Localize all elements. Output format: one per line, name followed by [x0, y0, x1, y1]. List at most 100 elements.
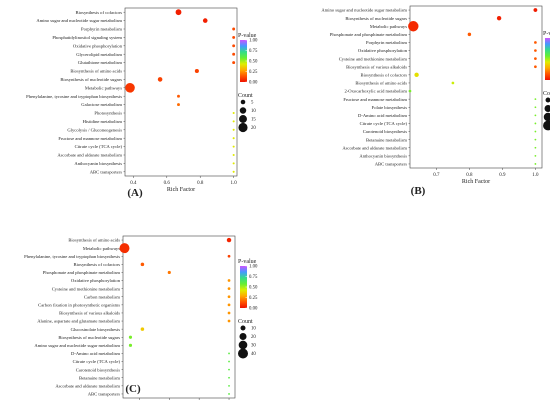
data-point [451, 81, 455, 85]
category-label: Porphyrin metabolism [366, 40, 407, 45]
count-legend-dot [545, 97, 550, 103]
category-label: Amino sugar and nucleotide sugar metabol… [34, 343, 120, 348]
data-point [119, 243, 130, 254]
category-label: Phenylalanine, tyrosine and tryptophan b… [26, 94, 122, 100]
count-legend-label: 10 [251, 109, 256, 114]
plot-frame [409, 5, 543, 169]
data-point [128, 335, 133, 339]
x-tick-label: 1.0 [231, 181, 238, 186]
category-label: Ascorbate and aldarate metabolism [55, 383, 120, 388]
data-point [534, 130, 537, 133]
data-point [232, 128, 235, 131]
data-point [414, 72, 419, 78]
data-point [534, 106, 537, 109]
pvalue-colorbar [240, 40, 247, 82]
x-tick-label: 0.7 [433, 173, 440, 178]
category-label: Folate biosynthesis [372, 105, 408, 110]
category-label: Metabolic pathways [83, 246, 120, 251]
count-legend-title: Count [543, 91, 550, 97]
category-label: Phosphatidylinositol signaling system [52, 35, 122, 40]
category-label: Carotenoid biosynthesis [76, 367, 120, 372]
category-label: Galactose metabolism [81, 102, 122, 107]
data-point [228, 384, 230, 387]
data-point [534, 163, 537, 165]
category-label: Oxidative phosphorylation [358, 48, 408, 53]
data-point [227, 311, 231, 315]
category-label: Biosynthesis of amino acids [68, 238, 120, 243]
count-legend-dot [240, 325, 246, 331]
category-label: Ascorbate and aldarate metabolism [57, 153, 122, 158]
data-point [227, 287, 231, 291]
data-point [177, 94, 180, 98]
data-point [227, 295, 231, 299]
data-point [534, 114, 537, 117]
count-legend-dot [238, 340, 248, 350]
category-label: Biosynthesis of amino acids [70, 69, 122, 74]
category-label: Phosphonate and phosphinate metabolism [43, 270, 121, 275]
category-label: ABC transporters [88, 392, 120, 397]
data-point [228, 368, 230, 371]
panel-b: Amino sugar and nucleotide sugar metabol… [321, 5, 550, 197]
data-point [228, 376, 230, 379]
category-label: Carotenoid biosynthesis [363, 129, 407, 134]
data-point [194, 68, 199, 74]
data-point [226, 237, 232, 243]
data-point [534, 146, 537, 149]
category-label: Histidine metabolism [83, 119, 123, 124]
category-label: Glycerolipid metabolism [76, 52, 122, 57]
colorbar-tick-label: 0.50 [249, 60, 258, 65]
category-label: Anthocyanin biosynthesis [359, 153, 407, 158]
colorbar-tick-label: 0.50 [249, 286, 258, 291]
x-tick-label: 0.6 [164, 181, 171, 186]
category-label: D-Amino acid metabolism [71, 351, 120, 356]
data-point [534, 49, 537, 52]
colorbar-tick-label: 1.00 [249, 39, 258, 44]
data-point [232, 145, 235, 148]
count-legend-dot [544, 105, 550, 112]
data-point [534, 138, 537, 141]
x-axis-label: Rich Factor [462, 179, 490, 185]
category-label: Amino sugar and nucleotide sugar metabol… [36, 18, 122, 23]
data-point [157, 77, 163, 82]
colorbar-tick-label: 0.25 [249, 296, 258, 301]
data-point [140, 262, 145, 267]
category-label: Glutathione metabolism [78, 60, 123, 65]
category-label: Biosynthesis of various alkaloids [59, 311, 120, 316]
category-label: Phenylalanine, tyrosine and tryptophan b… [24, 254, 120, 260]
category-label: Biosynthesis of various alkaloids [346, 64, 407, 69]
data-point [125, 83, 135, 93]
data-point [227, 279, 231, 282]
category-label: Oxidative phosphorylation [73, 43, 123, 48]
category-label: Metabolic pathways [85, 85, 122, 90]
category-label: Cysteine and methionine metabolism [339, 56, 408, 61]
colorbar-tick-label: 1.00 [249, 265, 258, 270]
category-label: Anthocyanin biosynthesis [74, 161, 122, 166]
data-point [534, 122, 537, 125]
colorbar-tick-label: 0.75 [249, 275, 258, 280]
category-label: Citrate cycle (TCA cycle) [73, 359, 121, 364]
count-legend-label: 15 [251, 118, 256, 123]
category-label: Glucosinolate biosynthesis [71, 327, 121, 332]
count-legend-label: 30 [251, 344, 256, 349]
category-label: D-Amino acid metabolism [358, 113, 407, 118]
count-legend-dot [543, 112, 550, 122]
category-label: Biosynthesis of nucleotide sugars [58, 335, 120, 340]
data-point [128, 343, 133, 347]
count-legend-dot [239, 332, 247, 341]
data-point [232, 44, 236, 48]
data-point [232, 52, 236, 56]
panel-label: (C) [125, 383, 141, 395]
data-point [232, 111, 235, 115]
data-point [232, 35, 236, 39]
category-label: Carbon metabolism [84, 294, 121, 299]
category-label: Biosynthesis of nucleotide sugars [345, 16, 407, 21]
count-legend-label: 40 [251, 352, 256, 357]
category-label: Glycolysis / Gluconeogenesis [67, 127, 122, 132]
count-legend-title: Count [238, 93, 253, 99]
data-point [140, 327, 145, 331]
x-tick-label: 0.4 [130, 181, 137, 186]
category-label: 2-Oxocarboxylic acid metabolism [344, 89, 407, 94]
category-label: Betanaine metabolism [366, 137, 407, 142]
pvalue-legend-title: P-value [238, 33, 257, 39]
